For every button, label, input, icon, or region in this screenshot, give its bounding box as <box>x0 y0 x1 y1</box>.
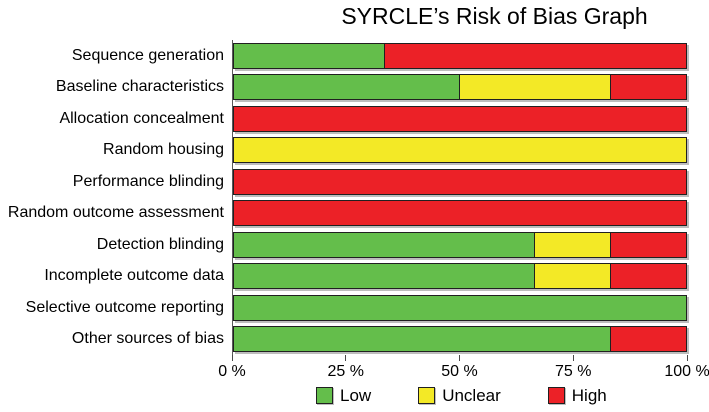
bar-segment-unclear <box>459 75 610 100</box>
bar-row: Other sources of bias <box>0 323 687 355</box>
category-label: Detection blinding <box>96 235 224 253</box>
bar-segment-low <box>234 232 534 257</box>
bar-track-wrap <box>232 103 687 135</box>
bar-segment-unclear <box>533 232 610 257</box>
category-label: Sequence generation <box>71 46 224 64</box>
bar-segment-high <box>609 75 686 100</box>
bar-row: Sequence generation <box>0 40 687 72</box>
bar-segment-unclear <box>533 264 610 289</box>
bar-row: Baseline characteristics <box>0 71 687 103</box>
stacked-bar <box>233 326 687 353</box>
x-axis-tick-label: 100 % <box>664 363 709 380</box>
bar-segment-high <box>234 169 686 194</box>
bar-track-wrap <box>232 197 687 229</box>
bar-segment-high <box>234 201 686 226</box>
bar-segment-high <box>609 327 686 352</box>
bar-segment-low <box>234 327 610 352</box>
bar-segment-low <box>234 43 385 68</box>
bar-track-wrap <box>232 134 687 166</box>
x-axis: 0 % 25 % 50 % 75 % 100 % <box>218 355 709 385</box>
category-label: Allocation concealment <box>59 109 224 127</box>
x-axis-tick-label: 50 % <box>441 363 478 380</box>
bar-track-wrap <box>232 71 687 103</box>
legend-swatch-unclear <box>418 387 436 404</box>
category-label: Incomplete outcome data <box>44 267 224 285</box>
x-axis-tick <box>345 355 347 361</box>
bar-track-wrap <box>232 260 687 292</box>
stacked-bar <box>233 42 687 69</box>
stacked-bar <box>233 168 687 195</box>
legend-swatch-high <box>547 387 565 404</box>
chart-title: SYRCLE’s Risk of Bias Graph <box>341 3 648 29</box>
bar-row: Incomplete outcome data <box>0 260 687 292</box>
bar-segment-high <box>609 232 686 257</box>
bar-track-wrap <box>232 292 687 324</box>
legend-label: Unclear <box>442 386 501 405</box>
legend-item-unclear: Unclear <box>418 387 501 404</box>
legend-item-high: High <box>547 386 607 405</box>
bar-segment-unclear <box>234 138 686 163</box>
bar-rows-container: Sequence generation Baseline characterist… <box>0 40 687 355</box>
bar-row: Random outcome assessment <box>0 197 687 229</box>
stacked-bar <box>233 105 687 132</box>
x-axis-tick-label: 0 % <box>218 363 246 380</box>
category-label: Random outcome assessment <box>7 204 224 222</box>
bar-track-wrap <box>232 323 687 355</box>
bar-row: Random housing <box>0 134 687 166</box>
bar-row: Detection blinding <box>0 229 687 261</box>
category-label: Other sources of bias <box>71 330 224 348</box>
x-axis-tick <box>459 355 460 361</box>
legend-label: High <box>571 386 607 405</box>
category-label: Selective outcome reporting <box>25 298 224 316</box>
bar-row: Performance blinding <box>0 166 687 198</box>
category-label: Performance blinding <box>72 172 224 190</box>
legend: Low Unclear High <box>316 387 607 404</box>
bar-row: Allocation concealment <box>0 103 687 135</box>
bar-segment-low <box>234 75 459 100</box>
bar-segment-high <box>234 106 686 131</box>
stacked-bar <box>233 137 687 164</box>
bar-track-wrap <box>232 40 687 72</box>
legend-swatch-low <box>316 387 333 404</box>
stacked-bar <box>233 200 687 227</box>
bar-track-wrap <box>232 166 687 198</box>
x-axis-tick <box>572 355 574 361</box>
bar-segment-high <box>609 264 686 289</box>
category-label: Baseline characteristics <box>55 78 224 96</box>
bar-segment-low <box>234 264 534 289</box>
x-axis-tick <box>231 355 233 361</box>
bar-segment-low <box>234 295 686 320</box>
stacked-bar <box>233 74 687 101</box>
bar-row: Selective outcome reporting <box>0 292 687 324</box>
legend-item-low: Low <box>316 387 371 404</box>
x-axis-tick <box>686 355 688 361</box>
bar-segment-high <box>384 43 686 68</box>
x-axis-tick-label: 25 % <box>327 363 364 380</box>
x-axis-tick-label: 75 % <box>555 363 592 380</box>
category-label: Random housing <box>103 141 224 159</box>
stacked-bar <box>233 231 687 258</box>
bar-track-wrap <box>232 229 687 261</box>
legend-label: Low <box>340 386 372 405</box>
stacked-bar <box>233 263 687 290</box>
stacked-bar <box>233 294 687 321</box>
